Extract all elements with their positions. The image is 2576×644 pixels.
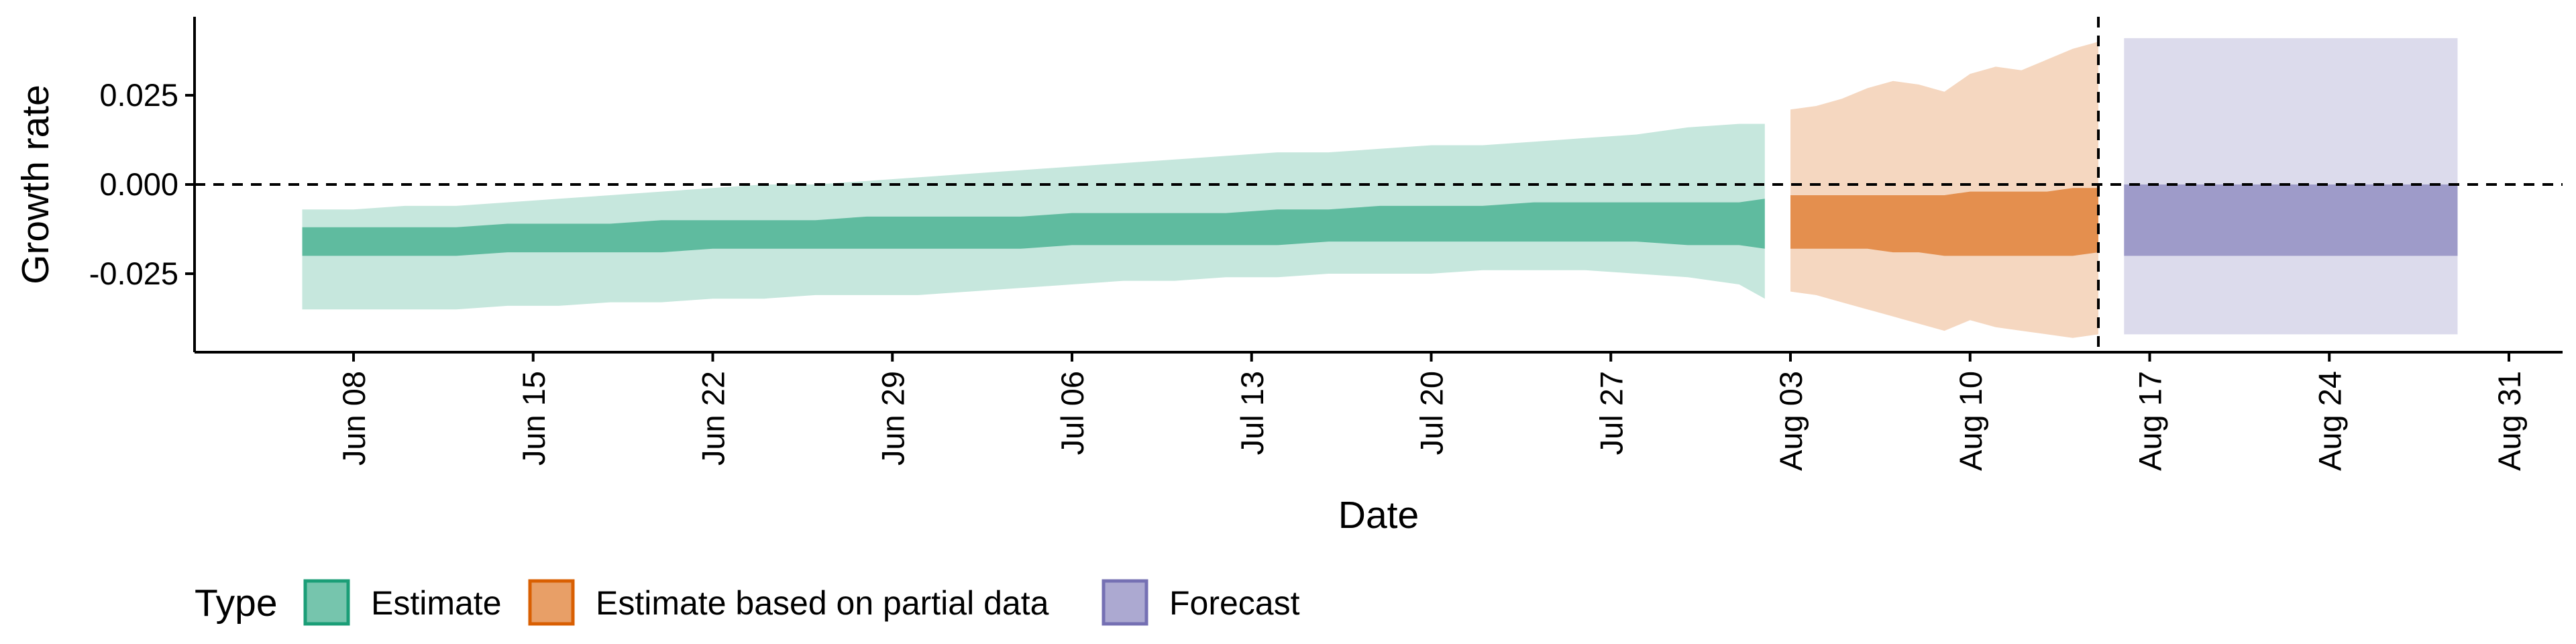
estimate-based-on-partial-data-50-band [1790, 188, 2098, 256]
x-tick-label: Aug 10 [1953, 371, 1988, 471]
legend: Type Estimate Estimate based on partial d… [195, 579, 1300, 626]
x-tick-label: Jun 22 [696, 371, 731, 466]
axes [185, 17, 2563, 362]
x-axis-title: Date [1338, 494, 1419, 537]
x-tick-label: Jul 20 [1414, 371, 1450, 455]
x-tick-label: Aug 24 [2312, 371, 2347, 471]
x-tick-label: Jun 08 [336, 371, 372, 466]
x-tick-label: Jun 15 [516, 371, 551, 466]
x-tick-label: Aug 31 [2491, 371, 2527, 471]
uncertainty-bands [302, 38, 2458, 338]
tick-labels: 0.025 0.000 -0.025 Jun 08 Jun 15 Jun 22 Jun 29… [89, 77, 2527, 471]
x-tick-label: Jul 06 [1055, 371, 1090, 455]
forecast-50-band [2124, 184, 2458, 256]
y-tick-label: -0.025 [89, 256, 178, 291]
reference-lines [195, 17, 2563, 352]
x-tick-label: Aug 03 [1773, 371, 1809, 471]
x-tick-label: Aug 17 [2133, 371, 2168, 471]
x-tick-label: Jul 13 [1234, 371, 1270, 455]
x-tick-label: Jul 27 [1593, 371, 1629, 455]
legend-key-estimate-based-on-partial-data [528, 579, 575, 626]
y-tick-label: 0.025 [99, 77, 178, 113]
legend-title: Type [195, 582, 278, 625]
legend-label-estimate-based-on-partial-data: Estimate based on partial data [596, 584, 1049, 622]
legend-label-forecast: Forecast [1169, 584, 1300, 622]
estimate-50-band [302, 199, 1765, 256]
x-tick-label: Jun 29 [875, 371, 910, 466]
estimate-based-on-partial-data-90-band [1790, 42, 2098, 338]
legend-label-estimate: Estimate [371, 584, 502, 622]
y-tick-label: 0.000 [99, 166, 178, 202]
y-axis-title: Growth rate [14, 85, 57, 284]
legend-key-forecast [1102, 579, 1148, 626]
legend-key-estimate [303, 579, 350, 626]
